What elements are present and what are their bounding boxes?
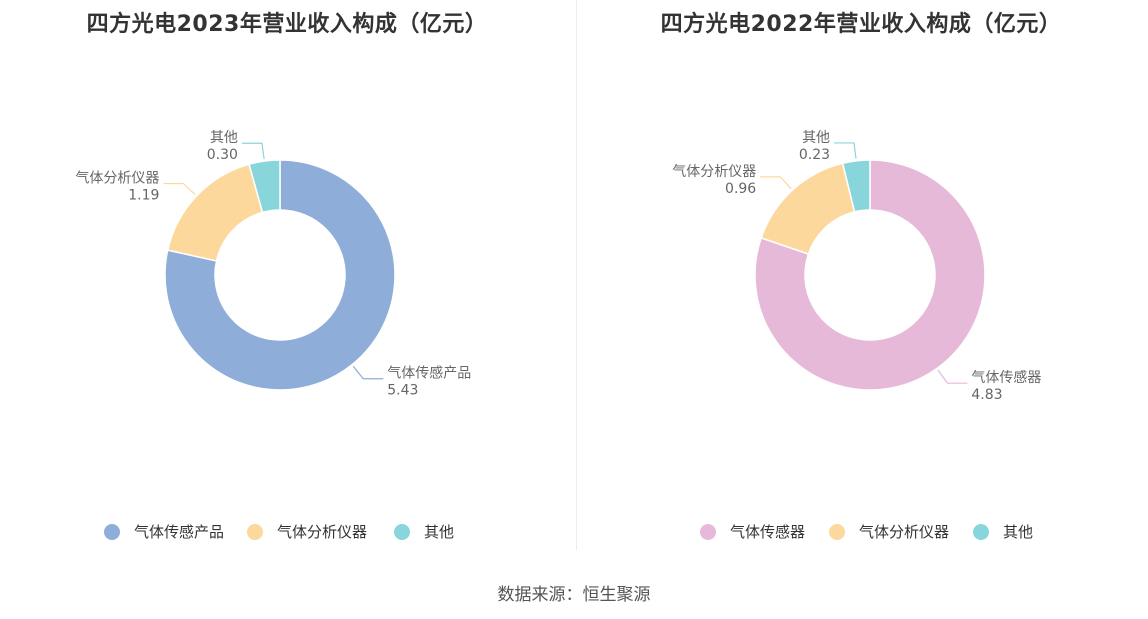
- legend-marker-1[interactable]: [829, 524, 845, 540]
- donut-slice-0: [164, 159, 396, 391]
- panel-divider: [576, 0, 577, 550]
- donut-slice-1: [166, 163, 264, 262]
- slice-category-label-2: 其他: [802, 130, 830, 146]
- leader-line-1: [163, 182, 196, 195]
- donut-slice-2: [248, 159, 281, 214]
- slice-category-label-1: 气体分析仪器: [75, 171, 159, 187]
- legend-marker-2[interactable]: [973, 524, 989, 540]
- slice-value-label-2: 0.23: [799, 147, 830, 163]
- slice-value-label-0: 4.83: [971, 387, 1002, 403]
- legend-label-0[interactable]: 气体传感器: [730, 523, 805, 541]
- legend-marker-0[interactable]: [700, 524, 716, 540]
- donut-slice-0: [754, 159, 986, 391]
- leader-line-2: [834, 142, 857, 159]
- slice-value-label-1: 1.19: [128, 188, 159, 204]
- legend-marker-1[interactable]: [247, 524, 263, 540]
- legend-marker-0[interactable]: [104, 524, 120, 540]
- slice-category-label-0: 气体传感器: [971, 369, 1041, 386]
- leader-line-1: [760, 176, 792, 190]
- legend-label-1[interactable]: 气体分析仪器: [277, 523, 367, 541]
- legend-label-2[interactable]: 其他: [1003, 523, 1033, 541]
- legend-marker-2[interactable]: [394, 524, 410, 540]
- chart-title-2023: 四方光电2023年营业收入构成（亿元）: [86, 12, 488, 37]
- legend-label-1[interactable]: 气体分析仪器: [859, 523, 949, 541]
- chart-panel-2023: 四方光电2023年营业收入构成（亿元） 气体传感产品 5.43 气体分析仪器 1.19…: [0, 0, 574, 560]
- data-source-note: 数据来源：恒生聚源: [497, 585, 651, 605]
- slice-value-label-0: 5.43: [387, 383, 418, 399]
- legend-label-2[interactable]: 其他: [424, 523, 454, 541]
- leader-line-0: [352, 365, 384, 380]
- legend-label-0[interactable]: 气体传感产品: [134, 523, 224, 541]
- slice-category-label-1: 气体分析仪器: [672, 164, 756, 180]
- donut-slice-2: [841, 159, 871, 213]
- leader-line-2: [241, 142, 265, 160]
- slice-category-label-2: 其他: [210, 130, 238, 146]
- slice-category-label-0: 气体传感产品: [387, 365, 471, 382]
- slice-value-label-1: 0.96: [725, 181, 756, 197]
- slice-value-label-2: 0.30: [207, 147, 238, 163]
- leader-line-0: [937, 369, 968, 384]
- chart-panel-2022: 四方光电2022年营业收入构成（亿元） 气体传感器 4.83 气体分析仪器 0.96 其…: [574, 0, 1148, 560]
- chart-title-2022: 四方光电2022年营业收入构成（亿元）: [660, 12, 1062, 37]
